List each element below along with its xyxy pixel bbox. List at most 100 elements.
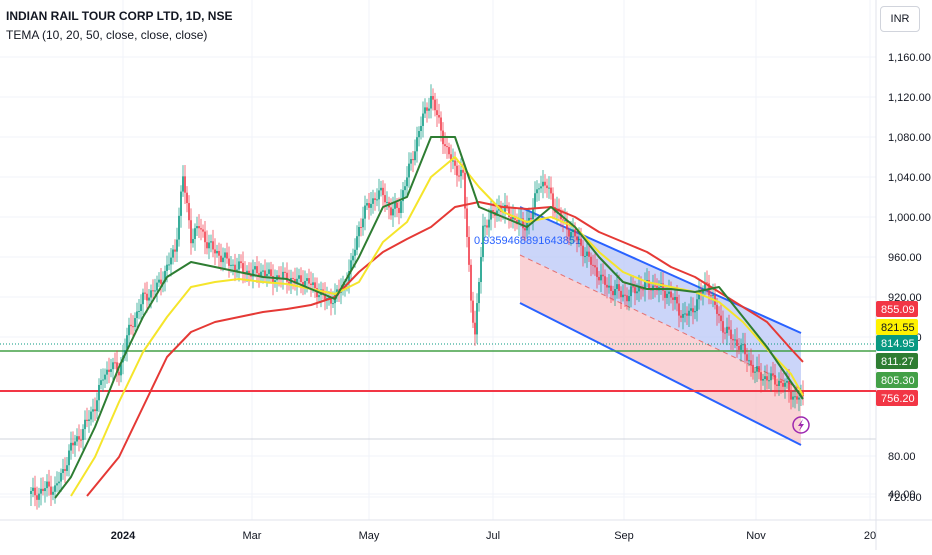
candle-body [108,369,110,372]
candle-body [62,469,64,473]
candle-body [430,96,432,109]
candle-body [438,115,440,118]
candle-body [750,360,752,365]
candle-body [252,269,254,277]
currency-button[interactable]: INR [880,6,920,32]
candle-body [208,242,210,249]
candle-body [398,207,400,213]
candle-body [478,282,480,304]
candle-body [630,286,632,297]
candle-body [354,249,356,256]
price-tick-label: 960.00 [888,252,922,264]
candle-body [168,264,170,266]
time-tick-label: Mar [243,530,262,542]
candle-body [608,285,610,288]
candle-body [578,238,580,241]
candle-body [394,202,396,209]
candle-body [142,292,144,305]
candle-body [786,380,788,383]
candle-body [102,379,104,381]
chart-title: INDIAN RAIL TOUR CORP LTD, 1D, NSE [6,9,233,23]
candle-body [358,226,360,237]
price-tick-label: 80.00 [888,451,916,463]
flash-icon[interactable] [792,416,810,434]
candle-body [758,366,760,373]
candle-body [718,313,720,316]
candle-body [546,185,548,189]
candle-body [412,159,414,161]
candle-body [224,252,226,258]
price-label-box [876,390,918,406]
price-label-text: 855.09 [881,304,915,316]
candle-body [482,225,484,258]
candle-body [42,488,44,492]
tema50-line [86,201,804,497]
candle-body [594,265,596,268]
candle-body [794,396,796,398]
candle-body [562,219,564,221]
candle-body [570,232,572,237]
candle-body [518,219,520,225]
candle-body [140,304,142,311]
price-tick-label: 1,160.00 [888,52,931,64]
candle-body [440,117,442,131]
candle-body [274,280,276,284]
candle-body [470,264,472,301]
candle-body [254,266,256,270]
candle-body [456,165,458,176]
candle-body [194,228,196,240]
candle-body [774,374,776,385]
candle-body [90,411,92,420]
candle-body [458,175,460,177]
candle-body [538,188,540,190]
candle-body [30,491,32,494]
candle-body [48,481,50,487]
channel-lower-line [519,302,802,446]
price-label-text: 821.55 [881,322,915,334]
candle-body [450,154,452,161]
time-tick-label: Nov [746,530,766,542]
candle-body [776,384,778,386]
candle-body [64,469,66,471]
candle-body [146,293,148,301]
candle-body [740,344,742,350]
candle-body [664,290,666,298]
candle-body [336,289,338,294]
channel-annotation: 0.9359468891643851 [474,235,581,247]
candle-body [318,295,320,298]
candle-body [126,335,128,351]
candle-body [226,252,228,259]
candle-body [550,187,552,194]
time-tick-label: 20 [864,530,876,542]
candle-body [222,257,224,263]
candle-body [118,371,120,376]
candle-body [184,176,186,193]
candle-body [734,339,736,341]
candle-body [574,229,576,237]
candle-body [782,382,784,387]
candle-body [612,290,614,296]
candle-body [784,382,786,387]
candle-body [568,229,570,237]
channel-lower-fill [520,255,801,445]
indicator-legend[interactable]: TEMA (10, 20, 50, close, close, close) [6,28,208,42]
candle-body [302,281,304,286]
candle-body [400,201,402,213]
candle-body [190,220,192,244]
candle-body [732,338,734,341]
candle-body [670,291,672,298]
candle-body [270,269,272,277]
candle-body [50,486,52,495]
candle-body [272,276,274,284]
price-tick-label: 1,040.00 [888,172,931,184]
candle-body [58,481,60,484]
candle-body [476,303,478,335]
candle-body [428,108,430,111]
candle-body [480,257,482,283]
candle-body [178,215,180,240]
candle-body [236,269,238,271]
candle-body [674,296,676,300]
